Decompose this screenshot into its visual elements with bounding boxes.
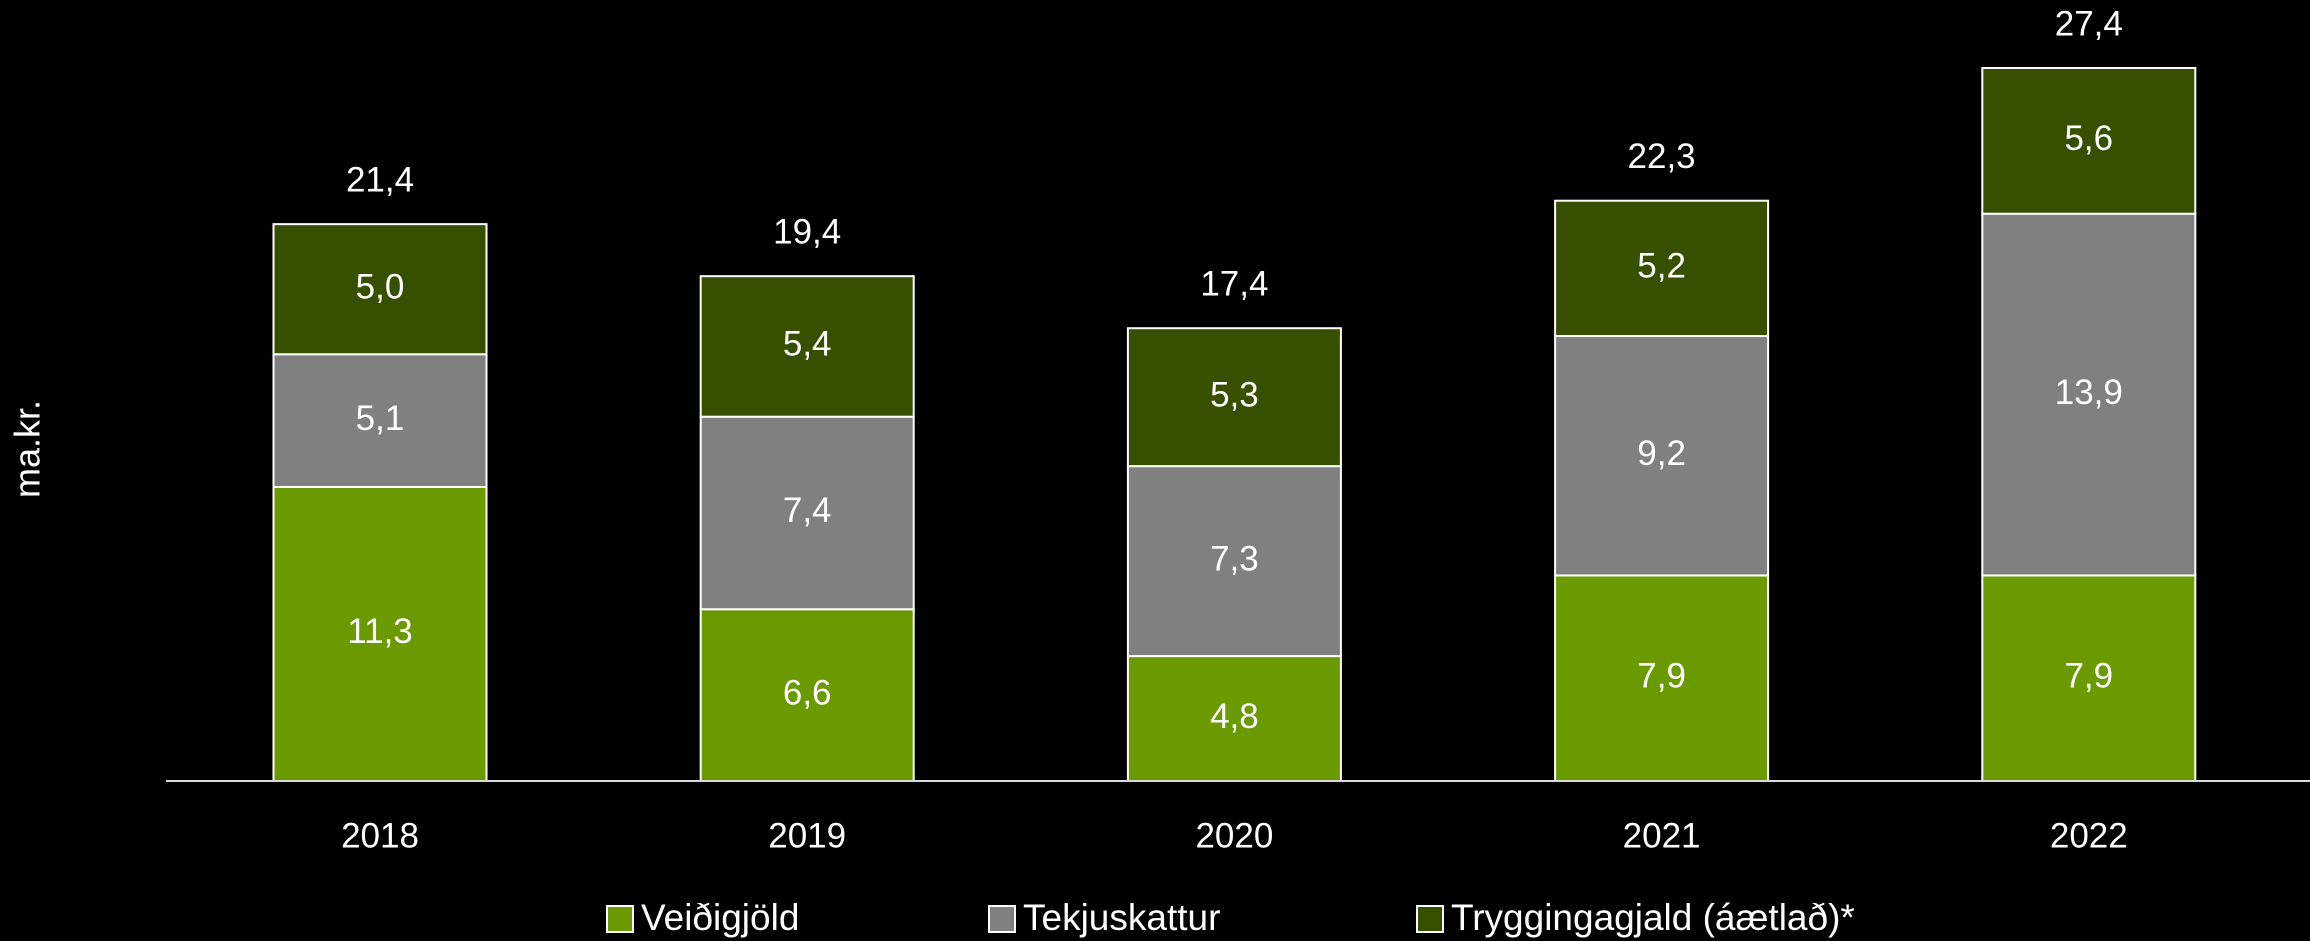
value-label: 6,6 xyxy=(783,673,832,712)
legend-label: Tryggingagjald (áætlað)* xyxy=(1451,897,1855,938)
total-label: 17,4 xyxy=(1200,264,1268,303)
bar-segment xyxy=(272,353,488,488)
value-label: 5,1 xyxy=(356,399,405,438)
bar-segment xyxy=(272,223,488,356)
value-label: 11,3 xyxy=(347,612,413,651)
x-tick-label: 2019 xyxy=(768,816,846,855)
legend-swatch xyxy=(1416,905,1444,933)
value-label: 4,8 xyxy=(1210,697,1259,736)
legend-swatch xyxy=(988,905,1016,933)
total-label: 21,4 xyxy=(346,160,414,199)
legend-label: Veiðigjöld xyxy=(641,897,799,938)
value-label: 7,3 xyxy=(1210,539,1259,578)
bar-segment xyxy=(699,275,915,418)
value-label: 7,4 xyxy=(783,491,832,530)
bar-segment xyxy=(699,415,915,611)
legend-label: Tekjuskattur xyxy=(1023,897,1220,938)
total-label: 19,4 xyxy=(773,212,841,251)
x-tick-label: 2020 xyxy=(1195,816,1273,855)
bar-segment xyxy=(1981,67,2197,215)
bar-segment xyxy=(1126,327,1342,468)
total-label: 22,3 xyxy=(1628,137,1696,176)
value-label: 5,3 xyxy=(1210,375,1259,414)
value-label: 5,4 xyxy=(783,325,832,364)
bar-segment xyxy=(1981,574,2197,782)
legend-swatch xyxy=(606,905,634,933)
bar-segment xyxy=(272,485,488,782)
value-label: 7,9 xyxy=(1637,656,1686,695)
value-label: 13,9 xyxy=(2055,373,2123,412)
value-label: 5,6 xyxy=(2064,119,2113,158)
bar-segment xyxy=(1554,335,1770,577)
y-axis-label: ma.kr. xyxy=(7,400,48,498)
bar-segment xyxy=(1554,574,1770,782)
bar-segment xyxy=(1126,465,1342,658)
x-tick-label: 2018 xyxy=(341,816,419,855)
x-tick-label: 2021 xyxy=(1623,816,1701,855)
bar-segment xyxy=(699,608,915,783)
value-label: 7,9 xyxy=(2064,656,2113,695)
value-label: 5,2 xyxy=(1637,247,1686,286)
bar-segment xyxy=(1554,199,1770,338)
x-tick-label: 2022 xyxy=(2050,816,2128,855)
value-label: 9,2 xyxy=(1637,434,1686,473)
value-label: 5,0 xyxy=(356,267,405,306)
total-label: 27,4 xyxy=(2055,4,2123,43)
